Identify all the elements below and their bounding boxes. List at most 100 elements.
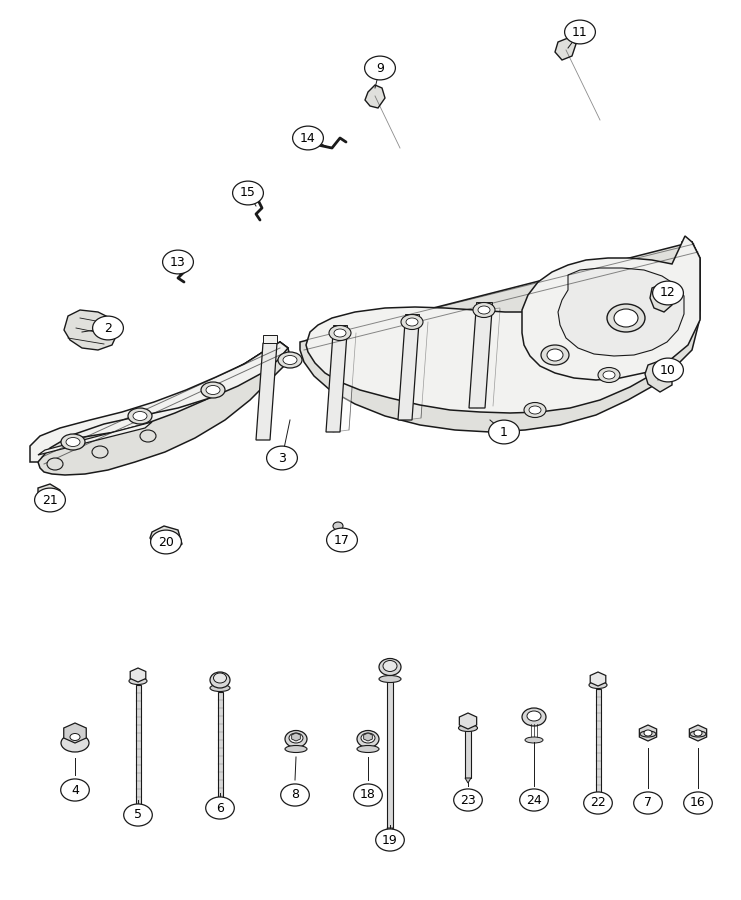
Ellipse shape [614, 309, 638, 327]
Polygon shape [38, 342, 290, 462]
Ellipse shape [527, 711, 541, 721]
Ellipse shape [93, 316, 124, 340]
Ellipse shape [61, 434, 85, 450]
Polygon shape [522, 236, 700, 380]
Polygon shape [38, 342, 290, 475]
Polygon shape [136, 805, 141, 813]
Text: 13: 13 [170, 256, 186, 268]
Polygon shape [333, 325, 347, 333]
Ellipse shape [488, 420, 519, 444]
Ellipse shape [289, 733, 303, 743]
Ellipse shape [379, 659, 401, 676]
Text: 11: 11 [572, 25, 588, 39]
Ellipse shape [473, 302, 495, 318]
Polygon shape [459, 713, 476, 729]
Polygon shape [477, 308, 500, 408]
Ellipse shape [694, 730, 702, 736]
Text: 5: 5 [134, 808, 142, 822]
Ellipse shape [267, 446, 297, 470]
Ellipse shape [201, 382, 225, 398]
Ellipse shape [589, 681, 607, 688]
Ellipse shape [213, 673, 227, 683]
Polygon shape [364, 733, 372, 741]
Ellipse shape [365, 56, 396, 80]
Polygon shape [365, 85, 385, 108]
FancyBboxPatch shape [136, 685, 141, 805]
Text: 7: 7 [644, 796, 652, 809]
Polygon shape [398, 322, 419, 420]
Ellipse shape [210, 685, 230, 691]
Text: 20: 20 [158, 536, 174, 548]
Ellipse shape [565, 20, 596, 44]
Ellipse shape [525, 737, 543, 743]
Text: 12: 12 [660, 286, 676, 300]
Ellipse shape [210, 672, 230, 688]
Text: 10: 10 [660, 364, 676, 376]
Polygon shape [30, 342, 288, 462]
Ellipse shape [547, 349, 563, 361]
Ellipse shape [35, 488, 65, 512]
Text: 2: 2 [104, 321, 112, 335]
Ellipse shape [522, 708, 546, 726]
Ellipse shape [584, 792, 612, 814]
Ellipse shape [541, 345, 569, 365]
Polygon shape [590, 672, 606, 686]
Polygon shape [38, 484, 62, 510]
Polygon shape [64, 723, 86, 743]
Ellipse shape [644, 730, 652, 736]
Ellipse shape [634, 792, 662, 814]
Polygon shape [333, 331, 356, 432]
Ellipse shape [329, 326, 351, 340]
Ellipse shape [66, 437, 80, 446]
Text: 22: 22 [590, 796, 606, 809]
Text: 15: 15 [240, 186, 256, 200]
Polygon shape [465, 778, 471, 783]
Text: 8: 8 [291, 788, 299, 802]
Text: 16: 16 [690, 796, 706, 809]
Ellipse shape [603, 371, 615, 379]
Ellipse shape [383, 661, 397, 671]
Ellipse shape [376, 829, 405, 851]
Polygon shape [306, 242, 700, 413]
Ellipse shape [92, 446, 108, 458]
Ellipse shape [406, 318, 418, 326]
Ellipse shape [327, 528, 357, 552]
Ellipse shape [361, 733, 375, 743]
Ellipse shape [281, 784, 309, 806]
Ellipse shape [206, 385, 220, 394]
Polygon shape [292, 733, 300, 741]
Text: 3: 3 [278, 452, 286, 464]
Polygon shape [387, 828, 393, 835]
Polygon shape [38, 422, 152, 455]
Text: 18: 18 [360, 788, 376, 802]
Polygon shape [689, 725, 707, 741]
Ellipse shape [70, 734, 80, 741]
Polygon shape [405, 320, 428, 420]
Polygon shape [469, 310, 492, 408]
FancyBboxPatch shape [465, 730, 471, 778]
Polygon shape [130, 668, 146, 682]
Polygon shape [150, 526, 182, 552]
Ellipse shape [285, 745, 307, 752]
Polygon shape [650, 284, 672, 312]
Ellipse shape [333, 522, 343, 530]
Ellipse shape [653, 281, 683, 305]
Text: 21: 21 [42, 493, 58, 507]
Ellipse shape [357, 731, 379, 748]
Text: 6: 6 [216, 802, 224, 814]
Ellipse shape [653, 358, 683, 382]
Text: 23: 23 [460, 794, 476, 806]
Ellipse shape [133, 411, 147, 420]
Text: 1: 1 [500, 426, 508, 438]
Polygon shape [64, 310, 118, 350]
Text: 14: 14 [300, 131, 316, 145]
Ellipse shape [529, 406, 541, 414]
Polygon shape [645, 360, 672, 392]
Ellipse shape [124, 804, 153, 826]
Text: 9: 9 [376, 61, 384, 75]
Ellipse shape [61, 778, 90, 801]
Text: 24: 24 [526, 794, 542, 806]
Ellipse shape [206, 797, 234, 819]
FancyBboxPatch shape [596, 689, 600, 795]
Ellipse shape [598, 367, 620, 382]
